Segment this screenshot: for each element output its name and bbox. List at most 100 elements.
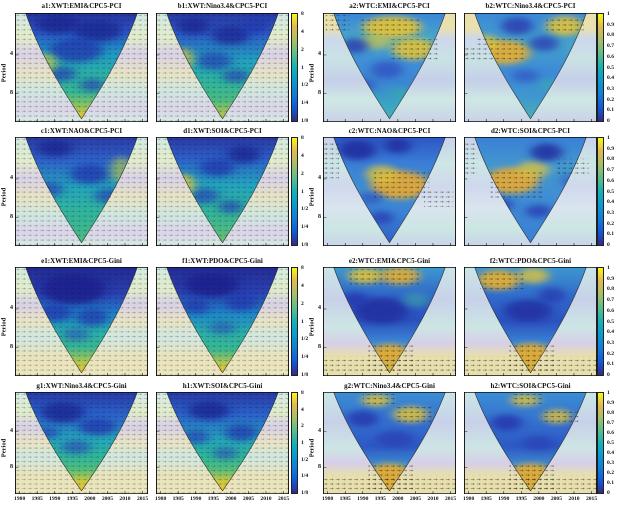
colorbar-tick-label: 0.8 <box>607 410 614 416</box>
colorbar-tick-label: 0.5 <box>607 440 614 446</box>
y-tick-label: 4 <box>318 175 321 182</box>
x-tick-label: 1980 <box>463 496 475 502</box>
x-tick-label: 1990 <box>190 496 202 502</box>
y-tick-label: 4 <box>10 175 13 182</box>
y-tick-label: 4 <box>10 51 13 58</box>
panel-h1-plot <box>156 392 289 494</box>
x-tick-label: 1980 <box>322 496 334 502</box>
panel-b2-title: b2:WTC:Nino3.4&CPC5-PCI <box>485 2 576 10</box>
panel-g1-title: g1:XWT:Nino3.4&CPC5-Gini <box>36 382 127 390</box>
colorbar-tick-label: 1 <box>301 64 304 71</box>
x-tick-label: 2015 <box>136 496 149 502</box>
y-tick-label: 4 <box>318 305 321 312</box>
y-axis-label-period: Period <box>308 317 316 337</box>
y-axis-label-period: Period <box>0 317 8 337</box>
colorbar-tick-label: 0.2 <box>607 470 614 476</box>
colorbar-tick-label: 1/8 <box>301 490 309 496</box>
y-tick-label: 8 <box>318 214 321 221</box>
panel-a1-title: a1:XWT:EMI&CPC5-PCI <box>41 2 122 10</box>
x-tick-label: 2005 <box>409 496 422 502</box>
colorbar-tick-label: 1/4 <box>301 100 309 107</box>
colorbar-tick-label: 8 <box>301 265 304 271</box>
x-tick-label: 2000 <box>225 496 237 502</box>
y-axis-label-period: Period <box>0 438 8 458</box>
colorbar-tick-label: 0 <box>607 490 610 496</box>
colorbar-tick-label: 1/2 <box>301 336 309 343</box>
panel-d2-title: d2:WTC:SOI&CPC5-PCI <box>491 127 570 135</box>
panel-c1-title: c1:XWT:NAO&CPC5-PCI <box>40 127 123 135</box>
colorbar-tick-label: 0.8 <box>607 156 614 163</box>
colorbar-tick-label: 0.4 <box>607 199 614 206</box>
panel-f2-plot <box>464 267 597 376</box>
colorbar-tick-label: 0 <box>607 118 610 124</box>
colorbar-tick-label: 0.1 <box>607 361 614 368</box>
colorbar-tick-label: 1/4 <box>301 354 309 361</box>
colorbar-tick-label: 2 <box>301 170 304 177</box>
colorbar-tick-label: 0.5 <box>607 188 614 195</box>
colorbar-tick-label: 1 <box>301 440 304 446</box>
colorbar-tick-label: 1 <box>607 390 610 396</box>
colorbar-tick-label: 1 <box>607 135 610 141</box>
colorbar-tick-label: 0.6 <box>607 307 614 314</box>
wtc-colorbar-row4 <box>597 392 604 494</box>
x-tick-label: 2005 <box>242 496 255 502</box>
x-tick-label: 2010 <box>260 496 272 502</box>
x-tick-label: 1985 <box>339 496 351 502</box>
colorbar-tick-label: 1/8 <box>301 242 309 248</box>
colorbar-tick-label: 0.7 <box>607 167 614 174</box>
colorbar-tick-label: 1 <box>607 265 610 271</box>
y-tick-label: 8 <box>10 344 13 351</box>
x-tick-label: 2005 <box>101 496 114 502</box>
colorbar-tick-label: 1 <box>301 188 304 195</box>
colorbar-tick-label: 0.9 <box>607 21 614 28</box>
y-axis-label-period: Period <box>308 63 316 83</box>
panel-g1-plot <box>15 392 148 494</box>
colorbar-tick-label: 4 <box>301 406 304 413</box>
x-tick-label: 1980 <box>14 496 26 502</box>
colorbar-tick-label: 0.5 <box>607 64 614 71</box>
colorbar-tick-label: 0.6 <box>607 430 614 436</box>
colorbar-tick-label: 0.2 <box>607 220 614 227</box>
wtc-colorbar-row2 <box>597 137 604 246</box>
y-tick-label: 4 <box>318 427 321 434</box>
colorbar-tick-label: 0.1 <box>607 231 614 238</box>
colorbar-tick-label: 8 <box>301 11 304 17</box>
x-tick-label: 2015 <box>585 496 598 502</box>
colorbar-tick-label: 8 <box>301 135 304 141</box>
y-axis-label-period: Period <box>308 438 316 458</box>
colorbar-tick-label: 0.8 <box>607 32 614 39</box>
colorbar-tick-label: 1 <box>607 11 610 17</box>
panel-e2-title: e2:WTC:EMI&CPC5-Gini <box>348 257 431 265</box>
panel-g2-title: g2:WTC:Nino3.4&CPC5-Gini <box>344 382 435 390</box>
y-tick-label: 4 <box>318 51 321 58</box>
x-tick-label: 2015 <box>277 496 290 502</box>
y-tick-label: 8 <box>318 90 321 97</box>
colorbar-tick-label: 0.5 <box>607 318 614 325</box>
xwt-colorbar-row3 <box>291 267 298 376</box>
x-tick-label: 1995 <box>66 496 78 502</box>
colorbar-tick-label: 0.2 <box>607 350 614 357</box>
panel-b2-plot <box>464 13 597 122</box>
colorbar-tick-label: 1/4 <box>301 473 309 480</box>
wtc-colorbar-row3 <box>597 267 604 376</box>
x-tick-label: 1990 <box>498 496 510 502</box>
y-tick-label: 8 <box>10 463 13 470</box>
colorbar-tick-label: 2 <box>301 423 304 430</box>
panel-d2-plot <box>464 137 597 246</box>
x-tick-label: 2010 <box>119 496 131 502</box>
y-axis-label-period: Period <box>0 63 8 83</box>
colorbar-tick-label: 0.9 <box>607 400 614 406</box>
y-tick-label: 8 <box>10 90 13 97</box>
panel-a2-plot <box>323 13 456 122</box>
colorbar-tick-label: 0.4 <box>607 329 614 336</box>
colorbar-tick-label: 2 <box>301 46 304 53</box>
colorbar-tick-label: 0.3 <box>607 209 614 216</box>
panel-f2-title: f2:WTC:PDO&CPC5-Gini <box>489 257 572 265</box>
colorbar-tick-label: 0.3 <box>607 460 614 466</box>
colorbar-tick-label: 1/8 <box>301 372 309 378</box>
colorbar-tick-label: 1/2 <box>301 456 309 463</box>
x-tick-label: 2000 <box>84 496 96 502</box>
colorbar-tick-label: 0.1 <box>607 107 614 114</box>
panel-h1-title: h1:XWT:SOI&CPC5-Gini <box>182 382 263 390</box>
x-tick-label: 2005 <box>550 496 563 502</box>
